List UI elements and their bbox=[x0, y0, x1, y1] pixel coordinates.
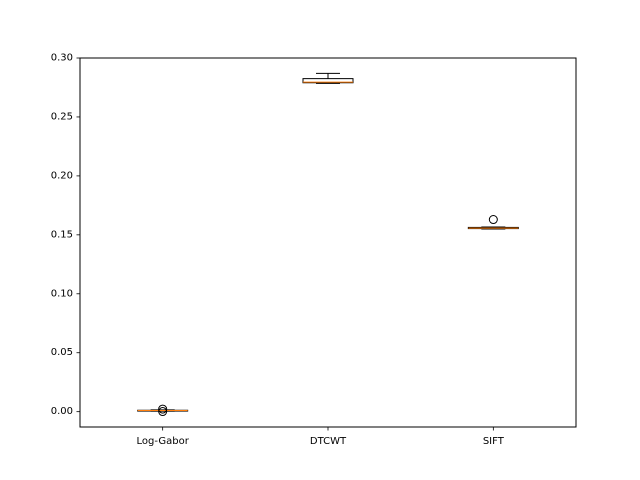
y-tick-label: 0.05 bbox=[51, 347, 73, 358]
box-iqr bbox=[302, 78, 354, 84]
y-tick-label: 0.00 bbox=[51, 406, 73, 417]
y-tick-label: 0.25 bbox=[51, 111, 73, 122]
x-axis: Log-Gabor DTCWT SIFT bbox=[137, 427, 505, 447]
y-axis: 0.00 0.05 0.10 0.15 0.20 0.25 0.30 bbox=[51, 53, 80, 417]
outlier-point bbox=[158, 404, 168, 414]
x-tick-label: Log-Gabor bbox=[137, 436, 190, 447]
x-tick-label: SIFT bbox=[483, 436, 505, 447]
box-dtcwt bbox=[302, 72, 354, 84]
x-tick-label: DTCWT bbox=[310, 436, 347, 447]
outlier-point bbox=[488, 215, 498, 225]
y-tick-label: 0.15 bbox=[51, 229, 73, 240]
y-tick-label: 0.30 bbox=[51, 53, 73, 64]
box-sift bbox=[467, 215, 519, 230]
box-series bbox=[137, 72, 519, 417]
outlier-point bbox=[158, 407, 168, 417]
plot-area bbox=[79, 57, 577, 428]
y-tick-label: 0.20 bbox=[51, 170, 73, 181]
y-tick-label: 0.10 bbox=[51, 288, 73, 299]
box-log-gabor bbox=[137, 404, 189, 417]
